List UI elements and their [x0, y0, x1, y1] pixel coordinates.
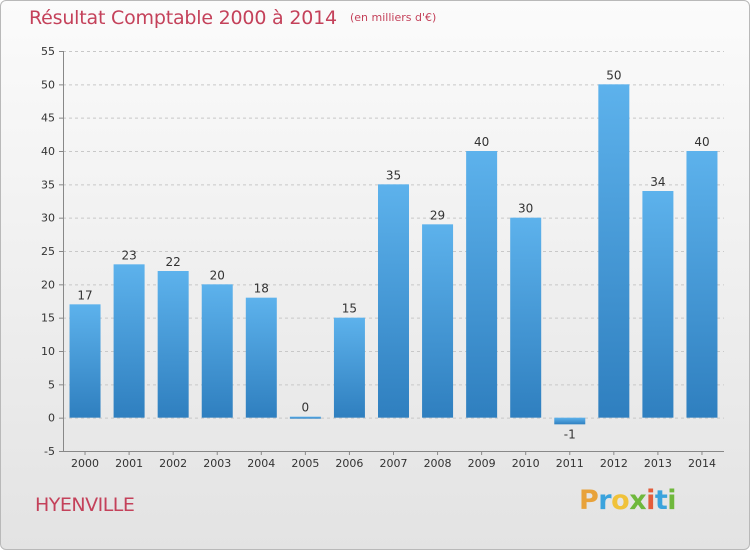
x-tick-label: 2006: [335, 457, 363, 470]
data-label: 15: [342, 302, 357, 316]
logo-letter: x: [629, 485, 647, 516]
data-label: 29: [430, 208, 445, 222]
y-tick-label: -5: [44, 445, 55, 458]
x-tick-label: 2011: [556, 457, 584, 470]
x-tick-label: 2008: [424, 457, 452, 470]
commune-name: HYENVILLE: [35, 494, 135, 516]
x-tick-label: 2003: [203, 457, 231, 470]
y-tick-label: 40: [41, 145, 55, 158]
y-tick-label: 15: [41, 312, 55, 325]
bar-chart: -5 0 5 10 15 20 25 30 35 40 45 50 55 17 2000 23 2001 22 20…: [41, 45, 724, 470]
x-tick-label: 2010: [512, 457, 540, 470]
bar: [378, 184, 409, 418]
x-tick-label: 2001: [115, 457, 143, 470]
logo-letter: P: [579, 485, 599, 516]
x-tick-label: 2012: [600, 457, 628, 470]
bar: [686, 151, 718, 418]
logo-letter: t: [654, 485, 668, 516]
bar: [466, 151, 498, 418]
bar: [157, 271, 189, 418]
data-label: 35: [386, 168, 401, 182]
logo-letter: i: [667, 485, 677, 516]
y-tick-label: 35: [41, 178, 55, 191]
y-tick-label: 30: [41, 212, 55, 225]
data-label: 40: [694, 135, 709, 149]
x-tick-label: 2009: [468, 457, 496, 470]
bar: [598, 84, 630, 418]
data-label: 50: [606, 68, 621, 82]
bar: [422, 224, 454, 418]
x-tick-label: 2013: [644, 457, 672, 470]
data-label: 30: [518, 202, 533, 216]
chart-title: Résultat Comptable 2000 à 2014: [29, 7, 337, 29]
logo-letter: r: [598, 485, 612, 516]
data-label: 22: [166, 255, 181, 269]
bar-layer: [69, 84, 718, 425]
bar: [245, 297, 277, 418]
bar: [113, 264, 145, 418]
y-tick-label: 25: [41, 245, 55, 258]
data-label: 40: [474, 135, 489, 149]
data-label: -1: [564, 427, 576, 441]
bar: [333, 317, 365, 418]
proxiti-logo: Proxiti: [579, 485, 677, 516]
data-label: 17: [77, 288, 92, 302]
data-label: 20: [210, 268, 225, 282]
x-tick-label: 2000: [71, 457, 99, 470]
bar: [201, 284, 233, 418]
y-tick-label: 20: [41, 278, 55, 291]
logo-letter: i: [646, 485, 655, 516]
data-label: 34: [650, 175, 665, 189]
y-tick-label: 55: [41, 45, 55, 58]
data-label: 18: [254, 282, 269, 296]
x-tick-label: 2014: [688, 457, 716, 470]
x-tick-label: 2002: [159, 457, 187, 470]
y-tick-label: 0: [48, 412, 55, 425]
chart-title-group: Résultat Comptable 2000 à 2014 (en milli…: [29, 7, 436, 29]
x-tick-label: 2004: [247, 457, 275, 470]
bar: [554, 417, 586, 425]
x-tick-label: 2007: [380, 457, 408, 470]
bar: [289, 416, 321, 419]
y-tick-label: 5: [48, 378, 55, 391]
x-tick-label: 2005: [291, 457, 319, 470]
y-tick-label: 10: [41, 345, 55, 358]
data-label: 23: [121, 248, 136, 262]
y-tick-label: 50: [41, 78, 55, 91]
bar: [510, 217, 542, 418]
chart-subtitle: (en milliers d'€): [349, 11, 437, 24]
y-tick-label: 45: [41, 112, 55, 125]
bar: [69, 304, 101, 418]
axis-layer: -5 0 5 10 15 20 25 30 35 40 45 50 55 17 2000 23 2001 22 20…: [41, 45, 724, 470]
logo-letter: o: [611, 485, 630, 516]
bar: [642, 191, 674, 418]
data-label: 0: [302, 401, 310, 415]
